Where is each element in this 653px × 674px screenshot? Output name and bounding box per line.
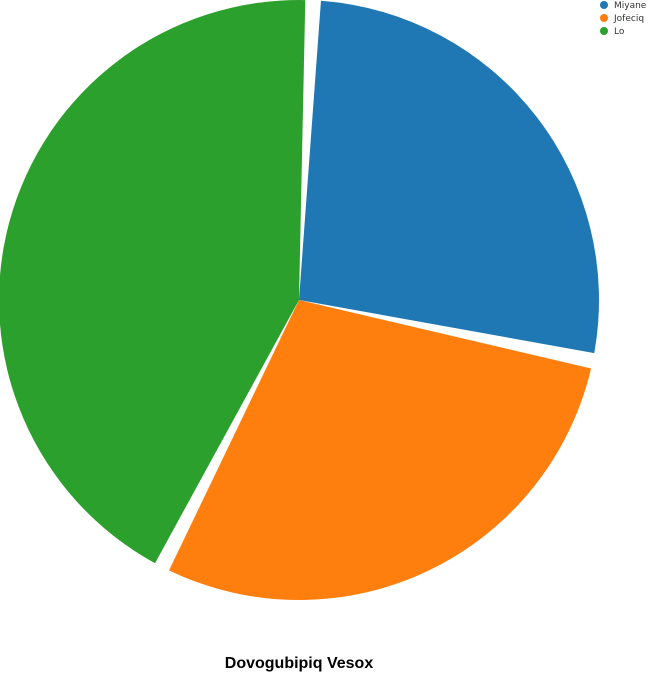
pie-slice-jofeciq <box>169 300 592 600</box>
pie-slice-lo <box>0 0 306 564</box>
pie-slices <box>0 0 600 600</box>
legend-label-jofeciq: Jofeciq <box>613 14 644 24</box>
legend-label-miyane: Miyane <box>614 1 647 11</box>
pie-slice-miyane <box>299 0 600 354</box>
legend-marker-jofeciq <box>600 14 608 22</box>
legend-marker-lo <box>600 27 608 35</box>
legend-marker-miyane <box>600 1 608 9</box>
legend-label-lo: Lo <box>614 27 625 37</box>
legend: Miyane Jofeciq Lo <box>600 1 647 37</box>
chart-title: Dovogubipiq Vesox <box>225 655 374 672</box>
